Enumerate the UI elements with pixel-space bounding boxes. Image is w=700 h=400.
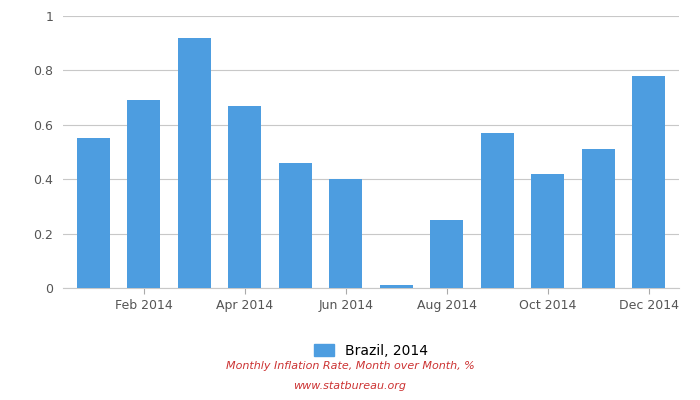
Bar (632, 76, 665, 288)
Bar (178, 38, 211, 288)
Bar (380, 285, 413, 288)
Bar (127, 100, 160, 288)
Bar (582, 149, 615, 288)
Bar (77, 138, 110, 288)
Bar (430, 220, 463, 288)
Bar (329, 179, 362, 288)
Bar (531, 174, 564, 288)
Text: www.statbureau.org: www.statbureau.org (293, 381, 407, 391)
Legend: Brazil, 2014: Brazil, 2014 (314, 344, 428, 358)
Bar (279, 163, 312, 288)
Bar (481, 133, 514, 288)
Bar (228, 106, 261, 288)
Text: Monthly Inflation Rate, Month over Month, %: Monthly Inflation Rate, Month over Month… (225, 361, 475, 371)
